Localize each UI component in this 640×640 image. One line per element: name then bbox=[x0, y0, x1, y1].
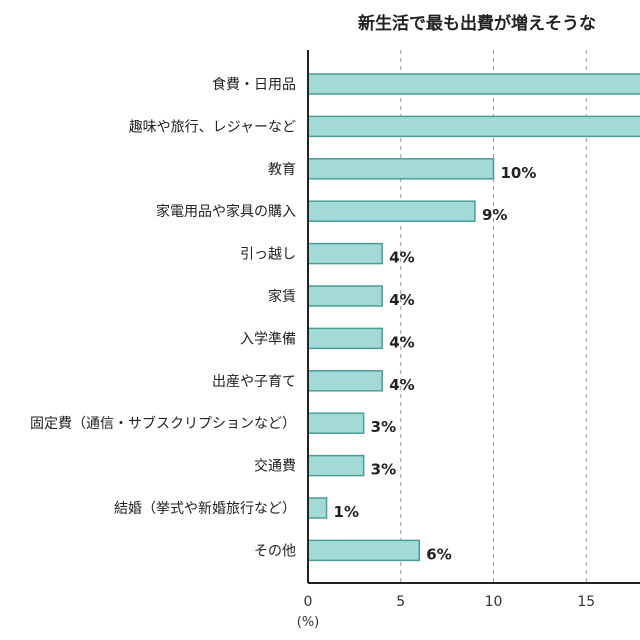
category-label: 結婚（挙式や新婚旅行など） bbox=[114, 501, 296, 517]
category-label: 家電用品や家具の購入 bbox=[156, 203, 296, 220]
bar bbox=[307, 497, 328, 519]
data-label: 4% bbox=[389, 249, 414, 267]
data-label: 9% bbox=[482, 206, 507, 224]
bar bbox=[307, 158, 495, 180]
category-label: 交通費 bbox=[254, 458, 296, 475]
data-label: 4% bbox=[389, 376, 414, 394]
x-tick-label: 10 bbox=[485, 594, 503, 610]
x-axis-label: (%) bbox=[297, 615, 320, 630]
bar bbox=[307, 539, 421, 562]
bar bbox=[307, 370, 383, 392]
x-tick-label: 15 bbox=[577, 594, 595, 610]
bar bbox=[307, 327, 383, 350]
category-label: 食費・日用品 bbox=[212, 76, 296, 93]
bar bbox=[307, 242, 383, 265]
x-tick-label: 0 bbox=[304, 594, 313, 610]
category-label: 教育 bbox=[268, 162, 296, 178]
category-label: 入学準備 bbox=[240, 331, 296, 347]
category-label: 趣味や旅行、レジャーなど bbox=[129, 119, 296, 135]
category-label: 引っ越し bbox=[240, 247, 296, 263]
category-label: その他 bbox=[254, 543, 296, 559]
data-label: 3% bbox=[371, 418, 396, 436]
data-label: 6% bbox=[426, 545, 451, 563]
data-label: 1% bbox=[334, 503, 359, 521]
data-label: 4% bbox=[389, 291, 414, 309]
bar bbox=[307, 412, 365, 434]
data-label: 3% bbox=[371, 461, 396, 479]
x-tick-label: 5 bbox=[396, 594, 405, 610]
bar bbox=[307, 454, 365, 477]
data-label: 10% bbox=[501, 164, 537, 182]
bar bbox=[307, 285, 383, 307]
bar bbox=[307, 73, 640, 95]
chart-title: 新生活で最も出費が増えそうな bbox=[358, 14, 596, 34]
category-label: 固定費（通信・サブスクリプションなど） bbox=[30, 415, 296, 432]
bar bbox=[307, 200, 476, 222]
bar bbox=[307, 115, 640, 138]
category-label: 出産や子育て bbox=[212, 374, 296, 390]
category-label: 家賃 bbox=[268, 288, 296, 305]
data-label: 4% bbox=[389, 333, 414, 351]
